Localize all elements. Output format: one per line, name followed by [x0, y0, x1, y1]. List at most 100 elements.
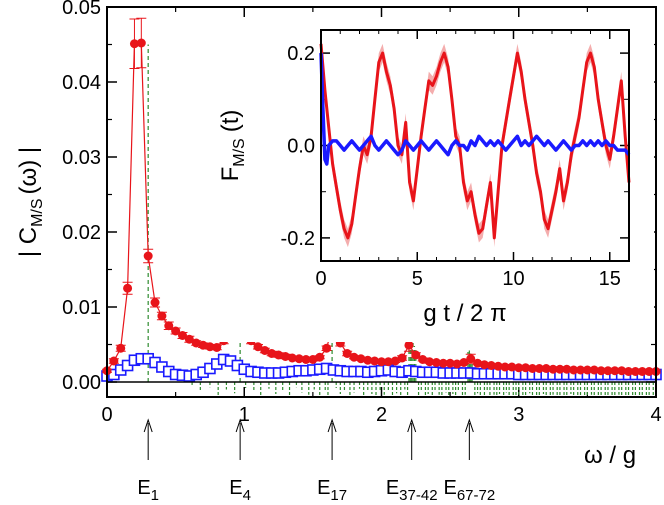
circle-point — [548, 364, 558, 374]
annotation-label: E67-72 — [443, 477, 495, 504]
circle-point — [267, 349, 277, 358]
annotation-arrowhead — [327, 418, 337, 433]
circle-point — [136, 38, 146, 48]
circle-point — [425, 357, 435, 367]
main-x-tick-label: 2 — [376, 404, 387, 426]
circle-point — [624, 367, 634, 376]
circle-point — [479, 360, 489, 370]
inset-x-axis-label: g t / 2 π — [423, 300, 506, 327]
main-plot: 0 1 2 3 40.000.010.020.030.040.05 | CM/S(ω) … — [15, 0, 662, 504]
circle-point — [603, 366, 613, 376]
annotation-label: E17 — [317, 477, 347, 504]
circle-point — [466, 354, 476, 364]
circle-point — [431, 358, 441, 367]
circle-point — [637, 367, 647, 376]
circle-point — [129, 39, 139, 49]
circle-point — [280, 352, 290, 361]
inset-y-label-sub: M/S — [231, 138, 248, 166]
main-x-tick-label: 1 — [239, 404, 250, 426]
inset-y-tick-label: 0.2 — [287, 43, 315, 65]
inset-x-tick-label: 15 — [599, 268, 621, 290]
circle-point — [500, 362, 510, 372]
circle-point — [521, 363, 531, 373]
annotation-arrowhead — [235, 418, 245, 433]
circle-point — [630, 367, 640, 376]
circle-point — [363, 355, 373, 365]
main-eigenvalue-sticks — [147, 44, 654, 397]
inset-y-tick-label: 0.0 — [287, 136, 315, 158]
circle-point — [493, 361, 503, 371]
main-y-tick-label: 0.02 — [62, 222, 101, 244]
annotation-label-sub: 37-42 — [399, 487, 437, 504]
annotation-label-sub: 17 — [330, 487, 347, 504]
inset-y-label-tail: (t) — [217, 110, 244, 133]
main-y-label-main: | C — [15, 227, 42, 257]
circle-point — [411, 350, 421, 360]
circle-point — [514, 363, 524, 373]
circle-point — [576, 365, 586, 375]
circle-point — [527, 364, 537, 373]
annotation-arrowhead — [143, 418, 153, 433]
circle-point — [377, 357, 386, 367]
annotation-arrowhead — [407, 418, 417, 433]
inset-y-tick-label: -0.2 — [281, 228, 315, 250]
circle-point — [404, 340, 414, 350]
annotation-label: E37-42 — [386, 477, 438, 504]
inset-x-tick-label: 5 — [412, 268, 423, 290]
circle-point — [322, 343, 332, 353]
annotation-label-main: E — [137, 477, 150, 499]
circle-point — [191, 338, 201, 348]
inset-plot-frame — [320, 29, 630, 262]
circle-point — [356, 354, 366, 364]
circle-point — [397, 353, 407, 363]
circle-point — [205, 342, 215, 352]
main-tick-labels: 0 1 2 3 40.000.010.020.030.040.05 — [62, 0, 662, 426]
circle-point — [486, 361, 496, 370]
circle-point — [157, 311, 167, 321]
circle-point — [534, 364, 544, 373]
main-x-tick-label: 4 — [650, 404, 661, 426]
circle-point — [274, 350, 284, 360]
main-y-tick-label: 0.00 — [62, 372, 101, 394]
circle-point — [589, 365, 599, 375]
circle-point — [610, 366, 620, 376]
circle-point — [617, 366, 627, 376]
annotation-label-sub: 4 — [243, 487, 251, 504]
circle-point — [164, 321, 174, 331]
annotation-label-sub: 67-72 — [457, 487, 495, 504]
circle-point — [116, 343, 126, 353]
annotation-label: E4 — [229, 477, 251, 504]
annotation-label-main: E — [317, 477, 330, 499]
circle-point — [150, 298, 160, 307]
circle-point — [260, 346, 270, 355]
circle-point — [253, 342, 263, 352]
circle-point — [349, 352, 359, 362]
circle-point — [294, 354, 304, 364]
circle-point — [452, 359, 462, 369]
main-y-tick-label: 0.05 — [62, 0, 101, 19]
circle-point — [198, 340, 208, 350]
annotation-arrowhead — [464, 418, 474, 433]
circle-point — [315, 352, 325, 362]
circle-point — [177, 331, 187, 340]
inset-series — [319, 34, 631, 248]
circle-point — [582, 365, 592, 375]
circle-point — [123, 283, 133, 293]
circle-point — [301, 355, 311, 364]
main-y-axis-label: | CM/S (ω) | — [15, 147, 46, 257]
circle-point — [390, 356, 400, 366]
annotation-label-main: E — [386, 477, 399, 499]
inset-y-label-main: F — [217, 167, 244, 182]
circle-point — [541, 364, 551, 373]
main-series-squares — [101, 352, 662, 382]
circle-point — [383, 357, 393, 367]
circle-point — [644, 367, 654, 376]
circle-point — [438, 358, 448, 368]
circle-point — [308, 355, 318, 364]
circle-point — [569, 365, 579, 375]
annotation-label-main: E — [229, 477, 242, 499]
circle-point — [342, 349, 352, 358]
main-y-tick-label: 0.01 — [62, 297, 101, 319]
circle-point — [507, 362, 517, 372]
